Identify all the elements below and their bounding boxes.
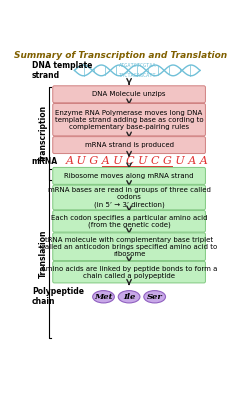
Text: Enzyme RNA Polymerase moves long DNA
template strand adding base as cording to
c: Enzyme RNA Polymerase moves long DNA tem… [55, 109, 203, 130]
Text: DNA Molecule unzips: DNA Molecule unzips [92, 91, 166, 97]
Text: Translation: Translation [39, 229, 48, 278]
Text: Ile: Ile [123, 293, 135, 301]
Text: Summary of Transcription and Translation: Summary of Transcription and Translation [14, 51, 228, 60]
Text: DNA template
strand: DNA template strand [32, 61, 92, 80]
Ellipse shape [118, 291, 140, 303]
Text: mRNA: mRNA [32, 157, 58, 166]
Text: ATGATCTCGTAA: ATGATCTCGTAA [118, 63, 156, 68]
FancyBboxPatch shape [53, 185, 205, 210]
FancyBboxPatch shape [53, 86, 205, 103]
Text: mRNA bases are read in groups of three called
codons
(in 5’ → 3’ direction): mRNA bases are read in groups of three c… [48, 187, 211, 208]
Text: mRNA strand is produced: mRNA strand is produced [84, 142, 174, 148]
FancyBboxPatch shape [53, 103, 205, 136]
Text: Ribosome moves along mRNA strand: Ribosome moves along mRNA strand [64, 173, 194, 179]
Ellipse shape [93, 291, 114, 303]
FancyBboxPatch shape [53, 167, 205, 184]
Text: TACTAGAGCATT: TACTAGAGCATT [118, 73, 156, 78]
FancyBboxPatch shape [53, 210, 205, 232]
Text: A U G A U C U C G U A A: A U G A U C U C G U A A [65, 156, 208, 166]
FancyBboxPatch shape [53, 261, 205, 283]
Text: Transcription: Transcription [39, 105, 48, 162]
Text: Met: Met [94, 293, 113, 301]
Text: Each codon specifies a particular amino acid
(from the genetic code): Each codon specifies a particular amino … [51, 214, 207, 228]
FancyBboxPatch shape [53, 233, 205, 260]
Text: Polypeptide
chain: Polypeptide chain [32, 287, 84, 306]
FancyBboxPatch shape [53, 137, 205, 153]
Text: Ser: Ser [147, 293, 163, 301]
Text: Amino acids are linked by peptide bonds to form a
chain called a polypeptide: Amino acids are linked by peptide bonds … [41, 266, 217, 279]
Text: tRNA molecule with complementary base triplet
called an anticodon brings specifi: tRNA molecule with complementary base tr… [41, 237, 217, 257]
Ellipse shape [144, 291, 165, 303]
